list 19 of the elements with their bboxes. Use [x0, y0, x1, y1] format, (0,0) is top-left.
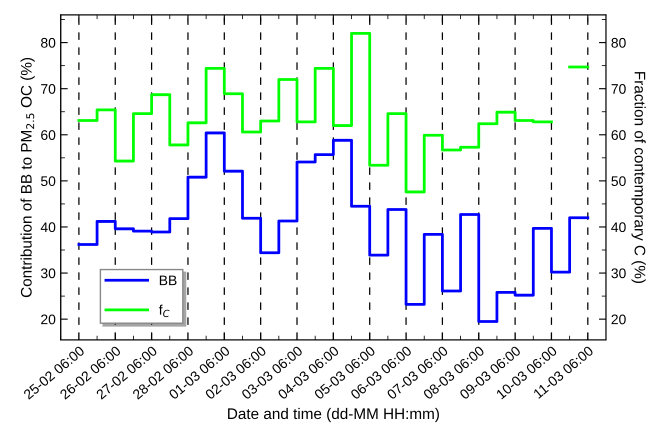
y-tick-label: 60 [41, 130, 56, 140]
legend-label: f$_{C}$ [158, 304, 170, 318]
y-tick-label: 70 [41, 84, 56, 94]
y2-tick-label: 80 [611, 38, 626, 48]
y2-tick-label: 20 [612, 314, 626, 324]
y2-tick-label: 30 [611, 268, 626, 278]
y-tick-label: 20 [41, 314, 56, 324]
y2-tick-label: 40 [611, 222, 626, 232]
legend-label: BB [160, 276, 177, 286]
y2-axis-title: Fraction of contemporary C (%) [631, 72, 646, 284]
y-tick-label: 40 [40, 222, 56, 232]
y2-tick-label: 60 [612, 130, 626, 140]
y-tick-label: 30 [40, 268, 56, 278]
y-axis-title: Contribution of BB to PM$_{2.5}$ OC (%) [20, 58, 35, 298]
y-tick-label: 80 [41, 38, 56, 48]
y-tick-label: 50 [40, 176, 56, 186]
y2-tick-label: 70 [612, 84, 626, 94]
y2-tick-label: 50 [611, 176, 626, 186]
x-axis-title: Date and time (dd-MM HH:mm) [228, 408, 439, 422]
